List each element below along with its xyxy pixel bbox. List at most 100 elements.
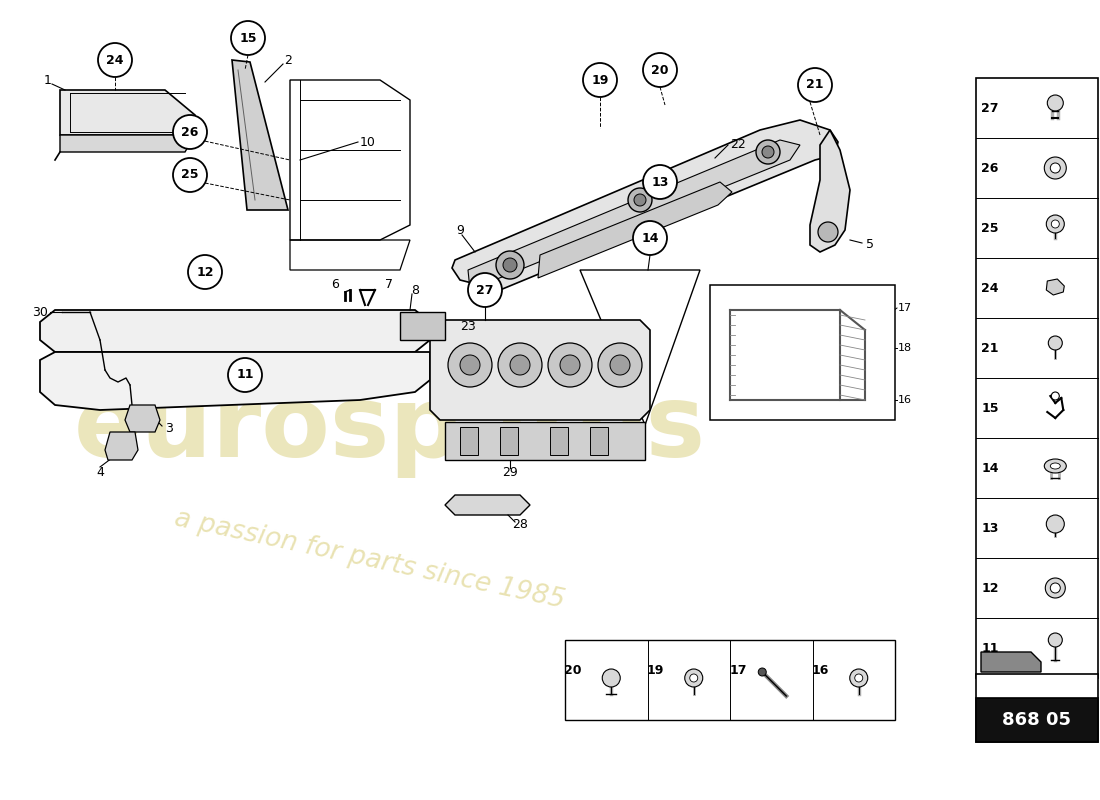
Text: 21: 21 [806,78,824,91]
Text: 29: 29 [502,466,518,478]
Text: 21: 21 [981,342,999,354]
Circle shape [1045,578,1065,598]
Circle shape [228,358,262,392]
Text: 19: 19 [592,74,608,86]
Circle shape [644,165,676,199]
Circle shape [1048,336,1063,350]
Polygon shape [981,652,1041,672]
Text: 8: 8 [411,283,419,297]
Text: 26: 26 [182,126,199,138]
Circle shape [1052,392,1059,400]
Text: 26: 26 [981,162,999,174]
Circle shape [632,221,667,255]
Text: 25: 25 [182,169,199,182]
Text: 17: 17 [898,303,912,313]
Bar [590,427,608,455]
Polygon shape [446,495,530,515]
Text: 27: 27 [476,283,494,297]
Text: 30: 30 [32,306,48,318]
Bar [400,312,446,340]
Bar [565,640,895,720]
Circle shape [510,355,530,375]
Polygon shape [452,120,838,290]
Text: 7: 7 [385,278,393,291]
Bar [550,427,568,455]
Polygon shape [40,352,430,410]
Circle shape [231,21,265,55]
Circle shape [548,343,592,387]
Text: 2: 2 [284,54,292,66]
Polygon shape [60,90,195,135]
Text: 18: 18 [898,343,912,353]
Text: 5: 5 [866,238,874,251]
Circle shape [598,343,642,387]
Text: 15: 15 [981,402,999,414]
Text: 10: 10 [360,135,376,149]
Text: 12: 12 [981,582,999,594]
Text: 16: 16 [812,663,829,677]
Bar [976,78,1098,678]
Circle shape [1050,163,1060,173]
Text: 19: 19 [647,663,664,677]
Circle shape [498,343,542,387]
Text: eurospares: eurospares [74,382,706,478]
Text: 14: 14 [981,462,999,474]
Text: 9: 9 [456,223,464,237]
Circle shape [173,158,207,192]
Circle shape [468,273,502,307]
Bar [976,698,1098,742]
Circle shape [583,63,617,97]
Text: 15: 15 [240,31,256,45]
Text: 24: 24 [981,282,999,294]
Text: 17: 17 [729,663,747,677]
Circle shape [758,668,767,676]
Text: 22: 22 [730,138,746,151]
Polygon shape [430,320,650,420]
Text: 1: 1 [44,74,52,86]
Text: 11: 11 [981,642,999,654]
Polygon shape [125,405,160,432]
Polygon shape [104,432,138,460]
Text: 868 05: 868 05 [1002,711,1071,729]
Circle shape [1046,215,1065,233]
Text: 13: 13 [981,522,999,534]
Text: 14: 14 [641,231,659,245]
Bar [500,427,518,455]
Polygon shape [1046,279,1065,295]
Circle shape [503,258,517,272]
Polygon shape [40,310,430,352]
Circle shape [1046,515,1065,533]
Text: a passion for parts since 1985: a passion for parts since 1985 [173,506,568,614]
Text: 6: 6 [331,278,339,291]
Polygon shape [232,60,288,210]
Circle shape [188,255,222,289]
Polygon shape [468,140,800,290]
Bar [460,427,478,455]
Circle shape [855,674,862,682]
Circle shape [98,43,132,77]
Circle shape [1044,157,1066,179]
Text: 23: 23 [460,319,475,333]
Circle shape [634,194,646,206]
Circle shape [849,669,868,687]
Polygon shape [538,182,732,278]
Circle shape [690,674,697,682]
Ellipse shape [1044,459,1066,473]
Text: 20: 20 [564,663,582,677]
Circle shape [560,355,580,375]
Text: 11: 11 [236,369,254,382]
Text: 3: 3 [165,422,173,434]
Circle shape [762,146,774,158]
Circle shape [610,355,630,375]
Text: 24: 24 [107,54,123,66]
Polygon shape [810,130,850,252]
Circle shape [684,669,703,687]
Text: 4: 4 [96,466,103,478]
Text: 16: 16 [898,395,912,405]
Circle shape [818,222,838,242]
Text: 25: 25 [981,222,999,234]
Circle shape [173,115,207,149]
Text: 13: 13 [651,175,669,189]
Text: 28: 28 [513,518,528,531]
Bar [446,422,645,460]
